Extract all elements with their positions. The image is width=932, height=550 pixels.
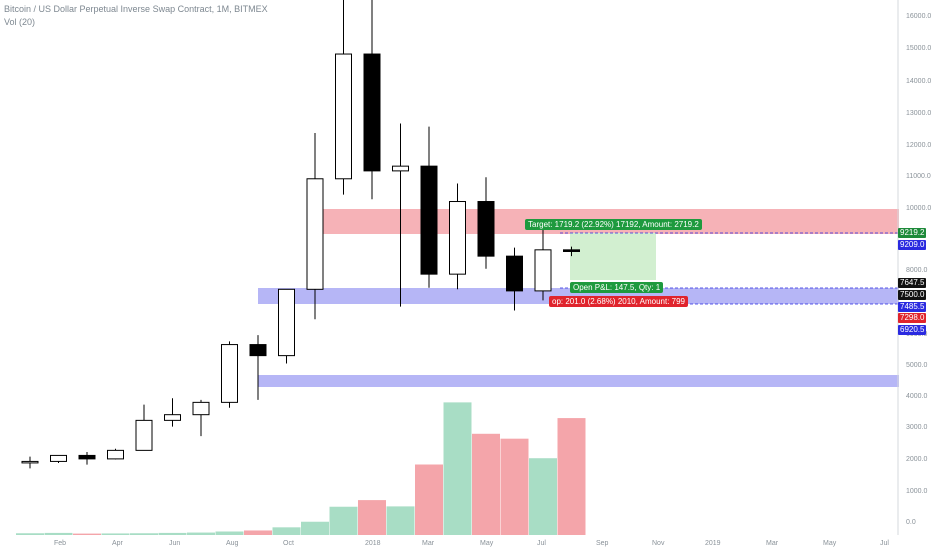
price-axis-label: 3000.0 xyxy=(906,424,928,431)
candle-body[interactable] xyxy=(221,344,238,403)
volume-bar xyxy=(244,530,272,535)
time-axis-label: Oct xyxy=(283,540,294,547)
candle-body[interactable] xyxy=(78,454,96,460)
target-label[interactable]: Target: 1719.2 (22.92%) 17192, Amount: 2… xyxy=(525,219,702,230)
open-pnl-label[interactable]: Open P&L: 147.5, Qty: 1 xyxy=(570,282,664,293)
volume-bar xyxy=(272,527,301,535)
price-axis-label: 4000.0 xyxy=(906,393,928,400)
time-axis-label: Sep xyxy=(596,540,609,547)
price-axis-label: 5000.0 xyxy=(906,362,928,369)
time-axis-label: 2018 xyxy=(365,540,381,547)
volume-bar xyxy=(472,433,500,535)
time-axis-label: Apr xyxy=(112,540,123,547)
price-axis-label: 16000.0 xyxy=(906,13,932,20)
candle-body[interactable] xyxy=(477,201,495,257)
price-axis-label: 13000.0 xyxy=(906,110,932,117)
candle-body[interactable] xyxy=(506,255,523,292)
candle-body[interactable] xyxy=(135,419,153,451)
volume-indicator-label[interactable]: Vol (20) xyxy=(4,17,36,27)
support-zone-lower[interactable] xyxy=(258,375,899,387)
volume-bar xyxy=(415,464,443,535)
volume-bar xyxy=(557,418,586,535)
volume-bar xyxy=(130,533,158,535)
price-axis-label: 15000.0 xyxy=(906,45,932,52)
candle-body[interactable] xyxy=(335,53,352,180)
volume-bar xyxy=(16,533,44,535)
time-axis-label: Jul xyxy=(880,540,889,547)
candle-body[interactable] xyxy=(192,401,210,416)
volume-bar xyxy=(443,402,472,535)
price-axis-label: 1000.0 xyxy=(906,488,928,495)
time-axis-label: Mar xyxy=(422,540,435,547)
volume-bar xyxy=(329,506,358,535)
price-axis-label: 10000.0 xyxy=(906,205,932,212)
target-line-price-tag: 9209.0 xyxy=(898,240,927,250)
candle-body[interactable] xyxy=(392,165,409,172)
volume-bar xyxy=(73,533,101,535)
support-price-tag: 7485.5 xyxy=(898,302,927,312)
candle-body[interactable] xyxy=(449,201,466,275)
candle-body[interactable] xyxy=(563,249,580,252)
time-axis-label: 2019 xyxy=(705,540,721,547)
candle-body[interactable] xyxy=(50,454,67,462)
candle-body[interactable] xyxy=(306,178,324,290)
stop-price-tag: 7298.0 xyxy=(898,313,927,323)
time-axis-label: Mar xyxy=(766,540,779,547)
volume-bar xyxy=(301,521,329,535)
candle-body[interactable] xyxy=(107,449,124,460)
time-axis-label: May xyxy=(480,540,494,547)
target-price-tag: 9219.2 xyxy=(898,228,927,238)
last-price-tag: 7647.5 xyxy=(898,278,927,288)
price-axis-label: 14000.0 xyxy=(906,78,932,85)
candle-body[interactable] xyxy=(534,249,552,292)
volume-bar xyxy=(500,438,529,535)
time-axis-label: Jul xyxy=(537,540,546,547)
volume-bar xyxy=(187,532,215,535)
target-zone[interactable] xyxy=(570,233,656,280)
time-axis-label: Feb xyxy=(54,540,67,547)
candle-body[interactable] xyxy=(21,460,39,464)
time-axis-label: May xyxy=(823,540,837,547)
price-axis-label: 0.0 xyxy=(906,519,916,526)
chart-title: Bitcoin / US Dollar Perpetual Inverse Sw… xyxy=(4,4,268,14)
volume-bar xyxy=(44,532,73,535)
candle-body[interactable] xyxy=(164,414,181,421)
volume-bar xyxy=(215,531,244,535)
price-axis-label: 2000.0 xyxy=(906,456,928,463)
time-axis-label: Aug xyxy=(226,540,239,547)
volume-bar xyxy=(529,458,557,535)
lower-support-price-tag: 6920.5 xyxy=(898,325,927,335)
entry-price-tag: 7500.0 xyxy=(898,290,927,300)
price-axis-label: 11000.0 xyxy=(906,173,931,180)
volume-bar xyxy=(386,506,415,535)
stop-label[interactable]: op: 201.0 (2.68%) 2010, Amount: 799 xyxy=(549,296,688,307)
volume-bar xyxy=(101,533,130,535)
time-axis-label: Nov xyxy=(652,540,665,547)
candle-body[interactable] xyxy=(363,53,381,172)
price-axis-label: 12000.0 xyxy=(906,142,932,149)
price-axis-label: 8000.0 xyxy=(906,267,928,274)
candle-body[interactable] xyxy=(249,344,267,357)
time-axis-label: Jun xyxy=(169,540,181,547)
volume-bar xyxy=(358,500,386,535)
candle-body[interactable] xyxy=(278,288,295,357)
candle-body[interactable] xyxy=(420,165,438,275)
volume-bar xyxy=(158,532,187,535)
